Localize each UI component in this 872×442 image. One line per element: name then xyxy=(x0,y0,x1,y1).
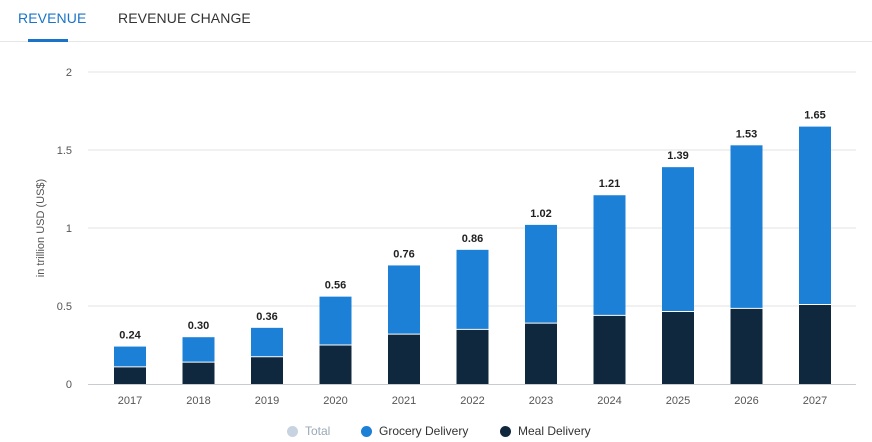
stacked-bar-chart: 0 0.5 1 1.5 2 in trillion USD (US$) 0.24 0.30… xyxy=(35,67,856,407)
x-tick-label: 2027 xyxy=(803,395,827,407)
total-data-label: 0.36 xyxy=(256,311,277,323)
y-axis-ticks: 0 0.5 1 1.5 2 xyxy=(57,67,72,391)
y-tick-label: 1 xyxy=(66,223,72,235)
total-data-label: 1.53 xyxy=(736,128,757,140)
bar-meal-delivery[interactable] xyxy=(456,329,489,384)
tab-revenue[interactable]: REVENUE xyxy=(18,10,87,26)
total-data-label: 1.65 xyxy=(804,110,825,122)
total-data-label: 0.24 xyxy=(119,330,141,342)
y-tick-label: 2 xyxy=(66,67,72,79)
bar-grocery-delivery[interactable] xyxy=(456,249,489,330)
x-tick-label: 2022 xyxy=(460,395,484,407)
total-data-label: 0.30 xyxy=(188,320,209,332)
bar-meal-delivery[interactable] xyxy=(182,362,215,384)
bar-grocery-delivery[interactable] xyxy=(114,346,146,367)
tab-revenue-change[interactable]: REVENUE CHANGE xyxy=(118,10,251,26)
legend: Total Grocery Delivery Meal Delivery xyxy=(0,424,872,440)
total-data-label: 0.76 xyxy=(393,248,414,260)
x-tick-label: 2020 xyxy=(323,395,347,407)
bar-meal-delivery[interactable] xyxy=(730,308,763,384)
bar-grocery-delivery[interactable] xyxy=(662,167,694,312)
y-tick-label: 0.5 xyxy=(57,301,72,313)
data-labels: 0.24 0.30 0.36 0.56 0.76 0.86 1.02 1.21 1.39 1.53… xyxy=(119,110,825,342)
total-data-label: 0.56 xyxy=(325,280,346,292)
bar-grocery-delivery[interactable] xyxy=(388,265,420,335)
y-axis-label: in trillion USD (US$) xyxy=(35,179,47,277)
bar-grocery-delivery[interactable] xyxy=(799,126,831,305)
total-data-label: 0.86 xyxy=(462,233,483,245)
total-data-label: 1.21 xyxy=(599,178,620,190)
legend-label-grocery: Grocery Delivery xyxy=(379,424,469,438)
x-tick-label: 2018 xyxy=(186,395,210,407)
x-tick-label: 2025 xyxy=(666,395,690,407)
legend-label-meal: Meal Delivery xyxy=(518,424,591,438)
legend-item-meal-delivery[interactable]: Meal Delivery xyxy=(500,424,591,438)
bar-grocery-delivery[interactable] xyxy=(251,327,283,357)
legend-item-grocery-delivery[interactable]: Grocery Delivery xyxy=(361,424,468,438)
total-data-label: 1.02 xyxy=(530,208,551,220)
active-tab-indicator xyxy=(28,39,68,42)
x-tick-label: 2023 xyxy=(529,395,553,407)
x-tick-label: 2019 xyxy=(255,395,279,407)
legend-label-total: Total xyxy=(305,424,331,438)
legend-dot-meal xyxy=(500,425,511,437)
legend-dot-total xyxy=(287,425,298,437)
bar-meal-delivery[interactable] xyxy=(319,345,352,384)
bar-grocery-delivery[interactable] xyxy=(182,337,215,363)
legend-item-total[interactable]: Total xyxy=(287,424,330,438)
tab-bar: REVENUE REVENUE CHANGE xyxy=(0,0,872,42)
bars xyxy=(114,126,831,384)
bar-meal-delivery[interactable] xyxy=(388,334,420,384)
x-axis-ticks: 2017 2018 2019 2020 2021 2022 2023 2024 2025 2026… xyxy=(118,395,827,407)
x-tick-label: 2021 xyxy=(392,395,416,407)
bar-grocery-delivery[interactable] xyxy=(730,145,763,309)
bar-meal-delivery[interactable] xyxy=(662,311,694,384)
bar-meal-delivery[interactable] xyxy=(525,323,557,384)
x-tick-label: 2017 xyxy=(118,395,142,407)
y-tick-label: 1.5 xyxy=(57,145,72,157)
bar-meal-delivery[interactable] xyxy=(799,304,831,384)
total-data-label: 1.39 xyxy=(667,150,688,162)
bar-grocery-delivery[interactable] xyxy=(593,195,626,316)
bar-grocery-delivery[interactable] xyxy=(319,296,352,345)
x-tick-label: 2024 xyxy=(597,395,621,407)
bar-grocery-delivery[interactable] xyxy=(525,224,557,324)
bar-meal-delivery[interactable] xyxy=(114,366,146,384)
y-tick-label: 0 xyxy=(66,379,72,391)
bar-meal-delivery[interactable] xyxy=(251,356,283,384)
x-tick-label: 2026 xyxy=(734,395,758,407)
bar-meal-delivery[interactable] xyxy=(593,315,626,384)
legend-dot-grocery xyxy=(361,425,372,437)
